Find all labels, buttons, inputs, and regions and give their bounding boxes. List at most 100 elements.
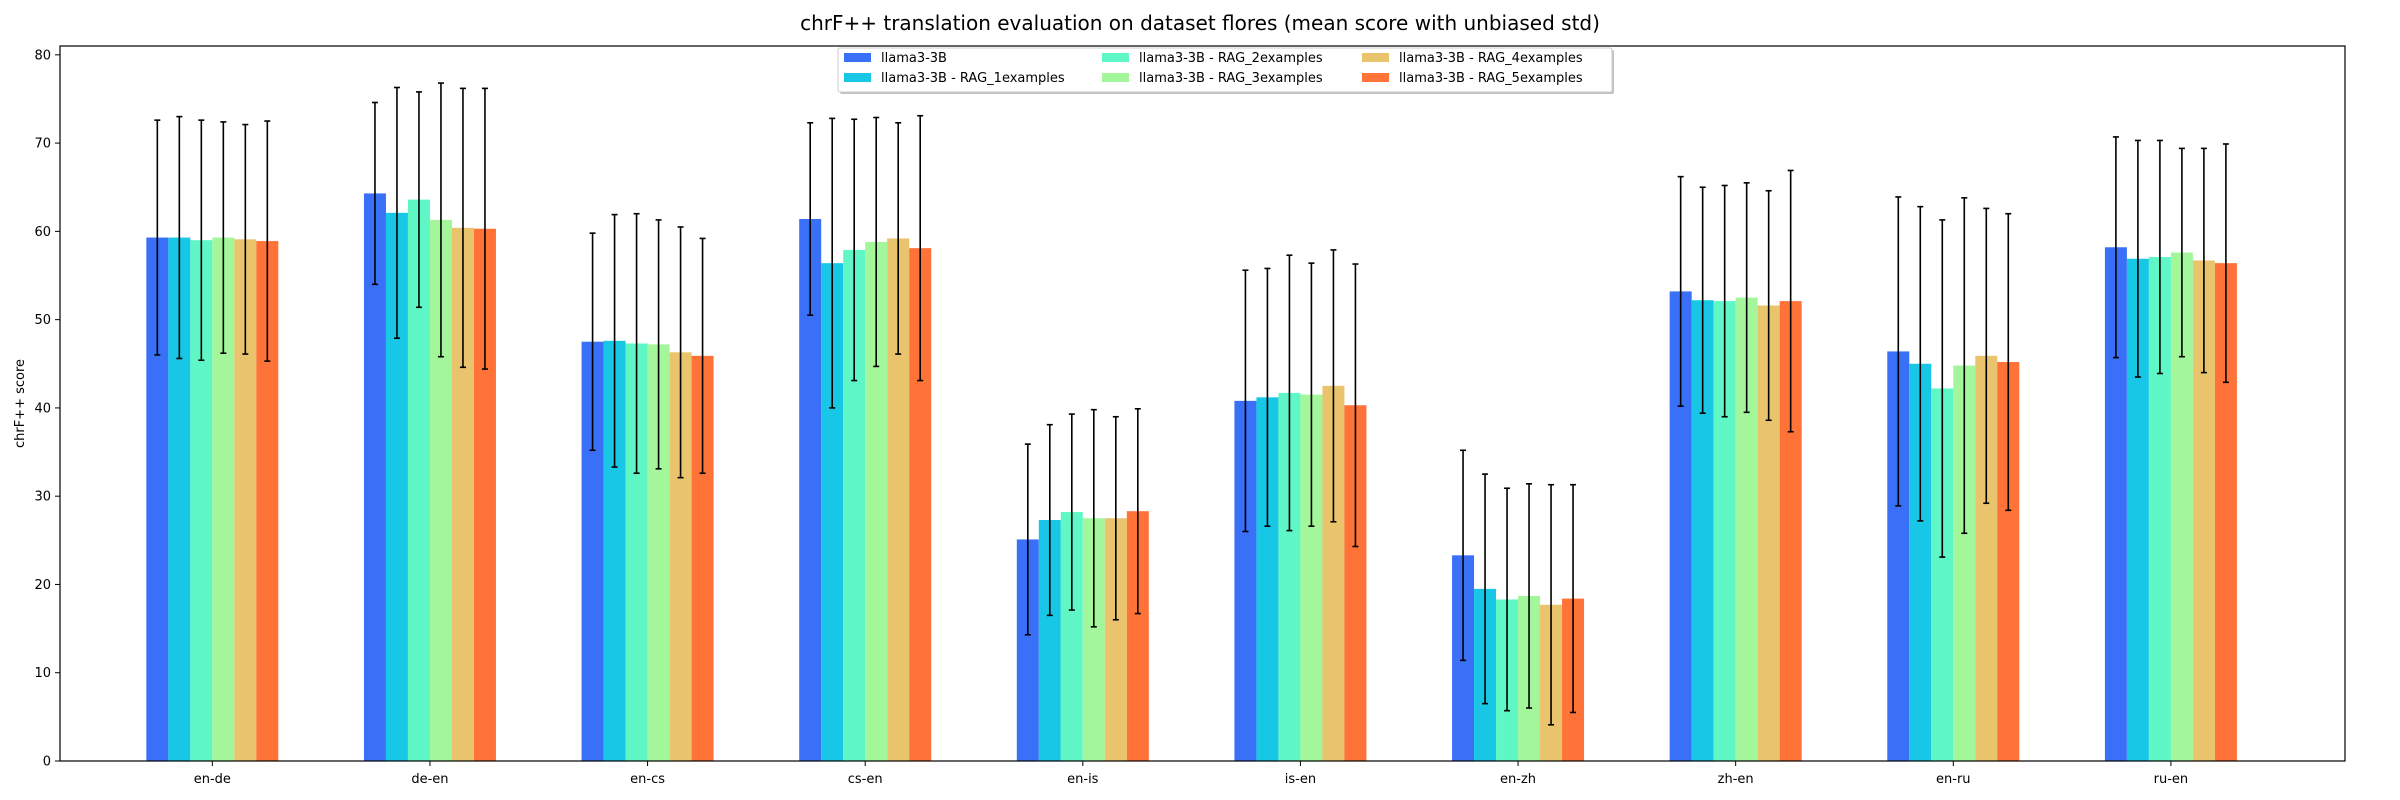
bar	[1691, 300, 1714, 761]
error-bar	[1743, 182, 1750, 414]
error-bar	[1330, 249, 1337, 523]
legend: llama3-3B llama3-3B - RAG_1examples llama3…	[837, 47, 1614, 94]
error-bar	[611, 213, 618, 468]
bar	[1953, 365, 1976, 761]
bar	[909, 248, 932, 761]
plot-frame	[59, 45, 2346, 762]
error-bar	[1024, 443, 1031, 636]
error-bar	[393, 86, 400, 339]
error-bar	[655, 219, 662, 470]
legend-label: llama3-3B - RAG_4examples	[1399, 51, 1583, 66]
error-bar	[1264, 267, 1271, 527]
error-bar	[459, 87, 466, 369]
error-bar	[1526, 483, 1533, 709]
error-bar	[1765, 189, 1772, 422]
y-tick-label: 0	[43, 755, 51, 770]
error-bar	[2156, 139, 2163, 375]
x-tick-label: en-cs	[630, 772, 665, 787]
bar	[1757, 305, 1780, 761]
legend-swatch	[1362, 53, 1389, 62]
legend-swatch	[844, 53, 871, 62]
legend-label: llama3-3B - RAG_2examples	[1139, 51, 1323, 66]
y-tick-label: 10	[34, 666, 51, 681]
bar	[1344, 405, 1367, 761]
bar	[669, 352, 692, 761]
legend-entry: llama3-3B - RAG_4examples	[1362, 51, 1583, 66]
error-bar	[2112, 136, 2119, 359]
bar	[2192, 260, 2215, 761]
error-bar	[1286, 254, 1293, 532]
error-bar	[1308, 262, 1315, 527]
legend-swatch	[844, 73, 871, 82]
error-bar	[1677, 175, 1684, 407]
error-bar	[154, 119, 161, 356]
error-bar	[2005, 212, 2012, 512]
error-bar	[699, 237, 706, 475]
error-bar	[198, 119, 205, 362]
error-bar	[1721, 184, 1728, 418]
x-tick-label: zh-en	[1718, 772, 1754, 787]
bar	[1322, 385, 1345, 761]
bar	[799, 219, 822, 762]
bar	[1887, 351, 1910, 761]
bar	[429, 219, 452, 761]
error-bar	[2178, 147, 2185, 358]
error-bars-layer	[154, 82, 2229, 726]
bar	[1126, 511, 1149, 761]
bar	[1104, 518, 1127, 761]
bar	[865, 241, 888, 762]
bar	[2126, 258, 2149, 761]
bar	[190, 240, 213, 762]
bar	[212, 237, 235, 761]
bar	[2148, 256, 2171, 761]
error-bar	[1961, 197, 1968, 535]
error-bar	[807, 121, 814, 317]
error-bar	[917, 114, 924, 382]
bar	[1060, 512, 1083, 761]
axes-layer: 0 10 20 30 40 50 60 70 80 chrF++ score en-de de-en e…	[13, 48, 2188, 787]
y-tick-label: 70	[34, 137, 51, 152]
error-bar	[481, 87, 488, 370]
y-tick-label: 60	[34, 225, 51, 240]
bar	[146, 237, 169, 761]
y-axis-label: chrF++ score	[13, 359, 28, 448]
y-tick-label: 80	[34, 48, 51, 63]
error-bar	[829, 117, 836, 409]
error-bar	[1046, 423, 1053, 617]
bar	[821, 263, 844, 761]
plot-border	[59, 45, 2346, 762]
error-bar	[415, 91, 422, 309]
error-bar	[220, 121, 227, 354]
bar	[691, 355, 714, 761]
x-tick-label: en-ru	[1936, 772, 1971, 787]
error-bar	[1895, 196, 1902, 507]
bar	[407, 199, 430, 761]
bar	[647, 344, 670, 761]
chart-title: chrF++ translation evaluation on dataset…	[800, 11, 1600, 35]
error-bar	[264, 120, 271, 362]
bar	[887, 238, 910, 761]
error-bar	[1983, 207, 1990, 505]
error-bar	[1090, 408, 1097, 628]
error-bar	[1460, 449, 1467, 662]
bar	[234, 239, 257, 761]
error-bar	[677, 226, 684, 479]
bar	[2170, 252, 2193, 762]
bar	[385, 212, 408, 762]
bar	[1779, 301, 1802, 761]
error-bar	[1352, 263, 1359, 548]
bar	[1278, 392, 1301, 761]
error-bar	[1242, 269, 1249, 533]
error-bar	[1917, 205, 1924, 522]
error-bar	[895, 121, 902, 355]
legend-label: llama3-3B	[881, 51, 947, 66]
bar	[2214, 263, 2237, 761]
error-bar	[2134, 139, 2141, 378]
bar	[581, 341, 604, 761]
bar	[363, 193, 386, 761]
error-bar	[2200, 147, 2207, 374]
error-bar	[1134, 407, 1141, 615]
error-bar	[1570, 483, 1577, 714]
